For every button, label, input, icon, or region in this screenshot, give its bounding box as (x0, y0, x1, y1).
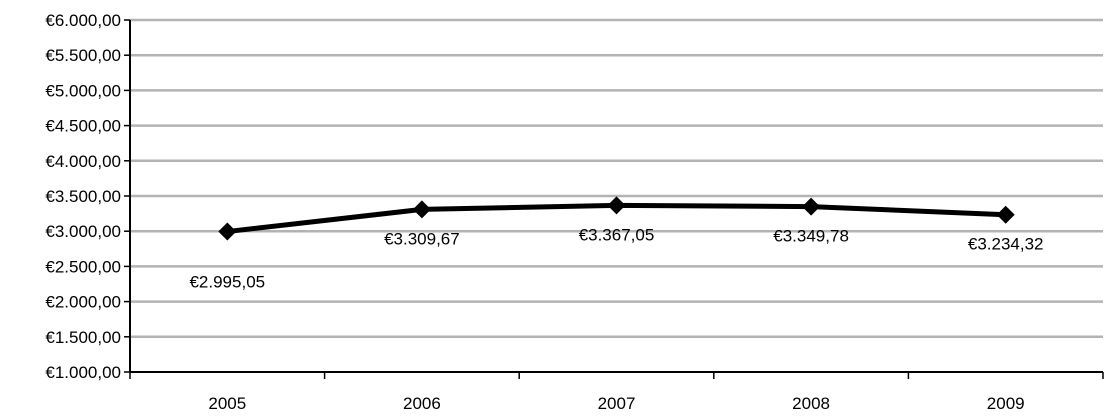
data-label: €3.367,05 (579, 225, 655, 244)
data-label: €3.234,32 (968, 235, 1044, 254)
data-label: €3.309,67 (384, 229, 460, 248)
x-tick-label: 2009 (987, 394, 1025, 413)
x-tick-label: 2007 (598, 394, 636, 413)
y-tick-label: €4.000,00 (45, 152, 121, 171)
x-tick-label: 2006 (403, 394, 441, 413)
data-point-marker (412, 200, 431, 219)
x-tick-label: 2005 (208, 394, 246, 413)
y-tick-label: €4.500,00 (45, 117, 121, 136)
data-label: €2.995,05 (189, 273, 265, 292)
y-tick-label: €5.500,00 (45, 46, 121, 65)
y-tick-label: €6.000,00 (45, 11, 121, 30)
data-point-marker (802, 197, 821, 216)
y-tick-label: €3.000,00 (45, 222, 121, 241)
y-tick-label: €1.500,00 (45, 328, 121, 347)
y-tick-label: €3.500,00 (45, 187, 121, 206)
data-label: €3.349,78 (773, 227, 849, 246)
data-point-marker (607, 196, 626, 215)
data-point-marker (996, 205, 1015, 224)
x-tick-label: 2008 (792, 394, 830, 413)
y-tick-label: €2.500,00 (45, 257, 121, 276)
y-tick-label: €2.000,00 (45, 293, 121, 312)
y-tick-label: €5.000,00 (45, 81, 121, 100)
y-tick-label: €1.000,00 (45, 363, 121, 382)
data-point-marker (218, 222, 237, 241)
